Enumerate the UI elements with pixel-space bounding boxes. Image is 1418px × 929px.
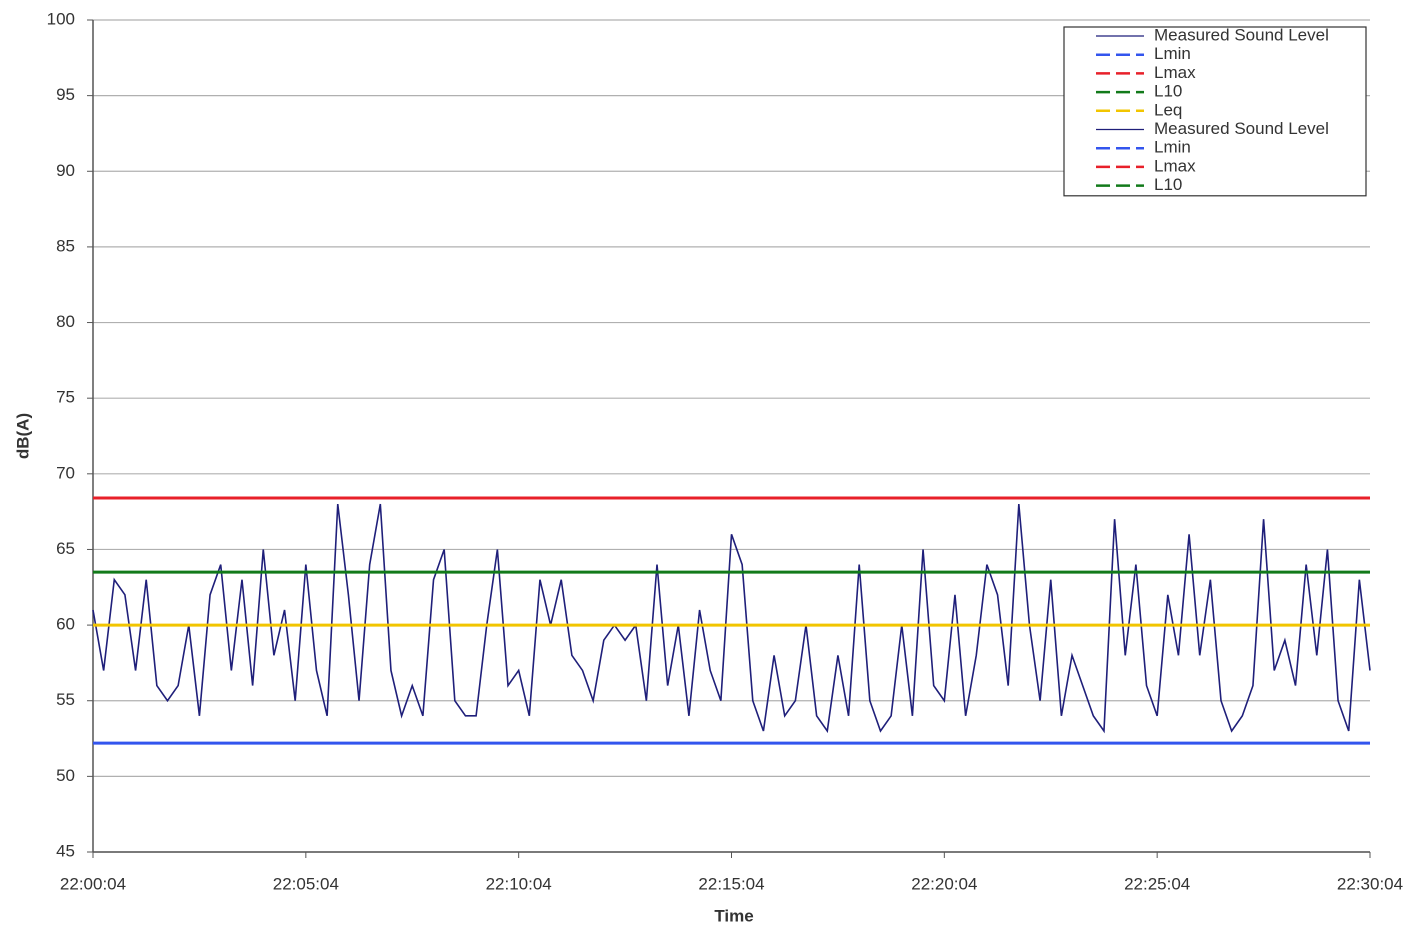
series-line <box>92 503 1371 734</box>
x-tick-label: 22:05:04 <box>273 874 339 893</box>
y-tick-label: 45 <box>56 841 75 860</box>
y-tick-label: 95 <box>56 85 75 104</box>
y-tick-label: 75 <box>56 388 75 407</box>
x-tick-label: 22:30:04 <box>1337 874 1403 893</box>
x-tick-label: 22:10:04 <box>486 874 552 893</box>
y-tick-label: 80 <box>56 312 75 331</box>
legend-label: Lmin <box>1154 44 1191 63</box>
legend-label: Measured Sound Level <box>1154 119 1329 138</box>
y-axis-label: dB(A) <box>13 413 32 459</box>
x-tick-label: 22:15:04 <box>698 874 764 893</box>
legend-box <box>1063 26 1367 197</box>
legend-label: L10 <box>1154 82 1182 101</box>
x-tick-label: 22:20:04 <box>911 874 977 893</box>
y-tick-label: 65 <box>56 539 75 558</box>
x-axis-label: Time <box>714 906 753 925</box>
y-tick-label: 70 <box>56 463 75 482</box>
legend-label: L10 <box>1154 175 1182 194</box>
y-tick-label: 50 <box>56 766 75 785</box>
x-tick-label: 22:00:04 <box>60 874 126 893</box>
legend-label: Measured Sound Level <box>1154 25 1329 44</box>
legend-label: Lmax <box>1154 63 1196 82</box>
y-tick-label: 60 <box>56 615 75 634</box>
y-tick-label: 85 <box>56 236 75 255</box>
y-tick-label: 55 <box>56 690 75 709</box>
legend-label: Lmax <box>1154 156 1196 175</box>
y-tick-label: 100 <box>47 9 75 28</box>
legend-label: Lmin <box>1154 138 1191 157</box>
y-tick-label: 90 <box>56 161 75 180</box>
x-tick-label: 22:25:04 <box>1124 874 1190 893</box>
legend-label: Leq <box>1154 100 1182 119</box>
